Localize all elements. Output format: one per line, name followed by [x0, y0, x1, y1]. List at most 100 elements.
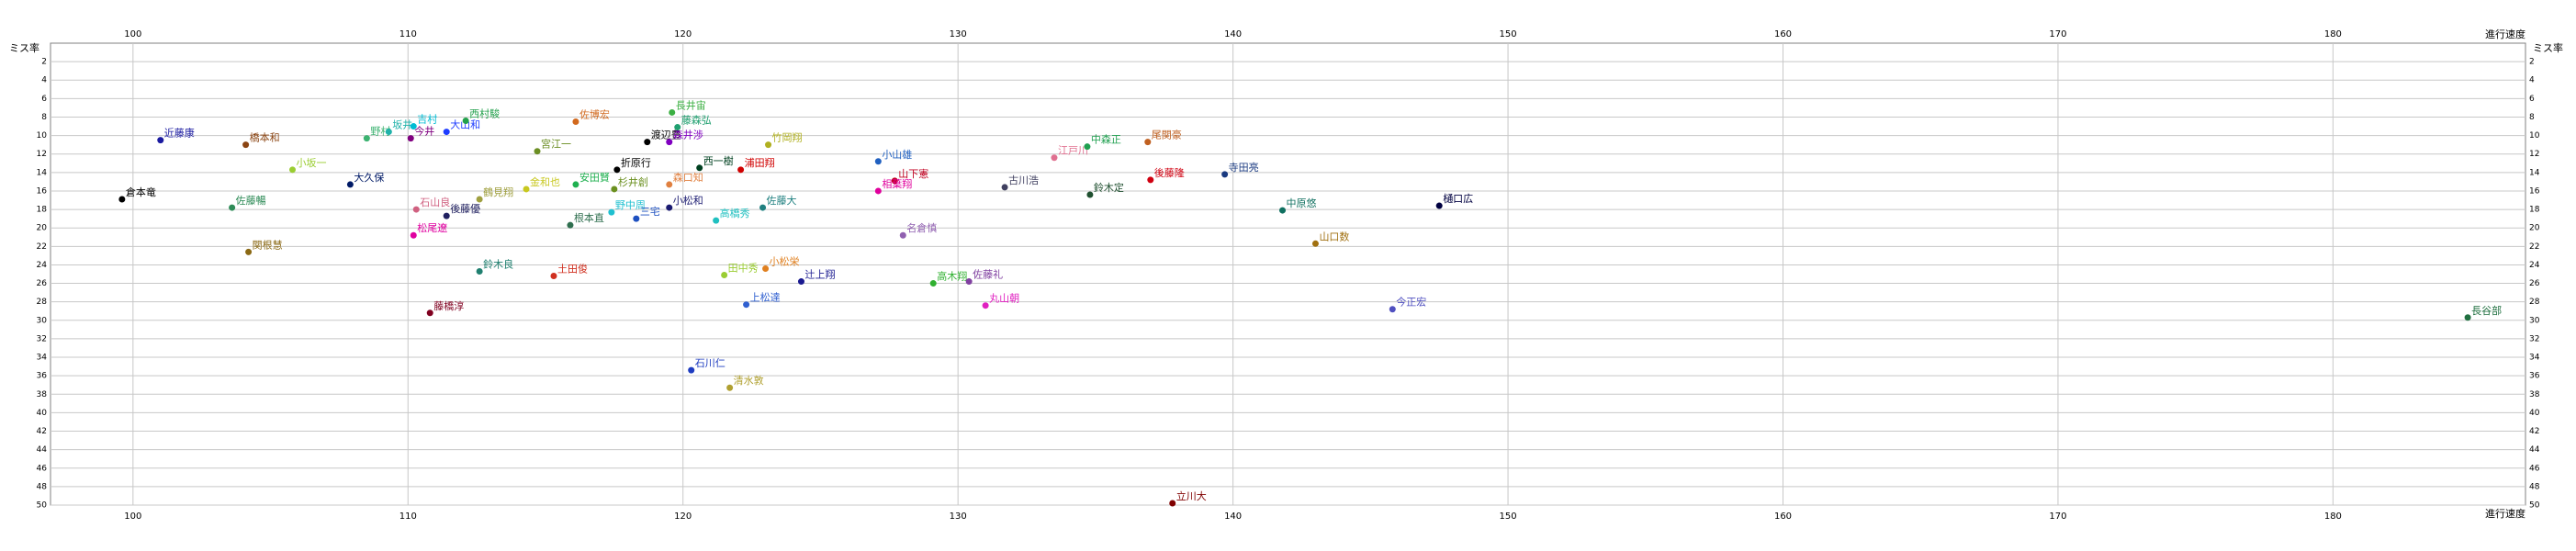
point-label: 清水敦: [734, 374, 764, 387]
point: [696, 164, 703, 172]
point: [762, 264, 770, 272]
y-tick-label: 28: [37, 298, 48, 307]
point-label: 古川浩: [1008, 174, 1039, 186]
point-label: 西一樹: [703, 155, 734, 167]
point-label: 坂井: [392, 118, 412, 131]
y-tick-label: 48: [37, 482, 48, 491]
point: [534, 148, 541, 155]
point-label: 吉村: [417, 113, 437, 126]
point-label: 後藤優: [450, 202, 480, 215]
point-label: 関根慧: [253, 238, 283, 251]
point-label: 野中周: [615, 199, 646, 211]
point: [443, 212, 450, 219]
y-tick-label: 24: [2529, 261, 2540, 270]
x-tick-label: 180: [2324, 512, 2342, 522]
y-tick-label: 50: [2529, 501, 2540, 511]
point-label: 金和也: [530, 175, 560, 188]
x-tick-label: 150: [1500, 512, 1517, 522]
y-axis-label-right: ミス率: [2533, 41, 2563, 54]
y-tick-label: 34: [2529, 354, 2540, 363]
point-label: 田中秀: [728, 263, 759, 275]
point: [1221, 171, 1229, 178]
point: [874, 187, 882, 195]
point-label: 江戸川: [1058, 145, 1088, 157]
point: [726, 384, 734, 391]
point-label: 寺田亮: [1229, 161, 1259, 174]
y-tick-label: 26: [37, 279, 48, 288]
point: [550, 273, 557, 280]
x-tick-label: 170: [2049, 512, 2066, 522]
point: [443, 129, 450, 136]
point-label: 佐藤暢: [236, 194, 266, 207]
point-label: 高木翔: [937, 270, 967, 283]
point-label: 宮江一: [541, 138, 571, 151]
point: [346, 181, 354, 188]
y-tick-label: 40: [37, 409, 48, 418]
y-tick-label: 40: [2529, 409, 2540, 418]
y-tick-label: 6: [2529, 95, 2535, 104]
point: [713, 217, 720, 224]
y-tick-label: 32: [37, 334, 47, 343]
x-tick-label: 100: [124, 512, 141, 522]
y-tick-label: 8: [2529, 113, 2535, 122]
point: [891, 177, 898, 185]
y-tick-label: 20: [37, 224, 48, 233]
point-label: 中原悠: [1287, 197, 1317, 209]
point: [1086, 191, 1094, 198]
point: [412, 206, 420, 213]
y-tick-label: 14: [2529, 168, 2540, 177]
x-tick-label: 160: [1774, 512, 1792, 522]
y-tick-label: 24: [37, 261, 48, 270]
point-label: 鈴木良: [483, 257, 513, 270]
point-label: 松尾遼: [417, 221, 447, 234]
point-label: 森口知: [673, 171, 703, 184]
y-tick-label: 46: [37, 464, 48, 473]
point-label: 長井宙: [676, 98, 706, 111]
y-tick-label: 36: [37, 372, 48, 381]
point: [410, 231, 417, 239]
point-label: 竹岡翔: [772, 131, 803, 144]
point: [1147, 176, 1154, 184]
point: [1084, 143, 1091, 151]
point: [426, 309, 433, 317]
point-label: 近藤康: [164, 127, 195, 140]
point: [462, 118, 469, 125]
point-label: 土田俊: [557, 263, 588, 276]
y-tick-label: 10: [2529, 131, 2540, 141]
point: [572, 118, 579, 126]
y-tick-label: 22: [2529, 242, 2539, 252]
y-tick-label: 16: [37, 186, 48, 196]
point: [385, 129, 392, 136]
point: [572, 181, 579, 188]
point-label: 大久保: [354, 171, 384, 184]
y-tick-label: 36: [2529, 372, 2540, 381]
y-tick-label: 12: [2529, 150, 2539, 159]
point-label: 石川仁: [695, 357, 726, 369]
y-tick-label: 22: [37, 242, 47, 252]
point-label: 倉本竜: [126, 186, 156, 198]
point-label: 藤森弘: [681, 114, 712, 127]
x-tick-label: 180: [2324, 29, 2342, 39]
x-tick-label: 110: [399, 512, 417, 522]
y-tick-label: 38: [37, 390, 48, 399]
point-label: 折原行: [621, 156, 651, 169]
y-tick-label: 18: [37, 206, 48, 215]
point: [229, 204, 236, 211]
point: [567, 221, 574, 229]
point: [797, 278, 804, 286]
point-label: 樋口広: [1443, 192, 1473, 205]
x-tick-label: 140: [1224, 512, 1242, 522]
x-tick-label: 160: [1774, 29, 1792, 39]
point-label: 西村駿: [469, 107, 500, 120]
point-label: 小山雄: [882, 148, 912, 161]
point-label: 立川大: [1176, 489, 1207, 502]
point: [982, 302, 989, 309]
point: [666, 204, 673, 211]
point-label: 山口数: [1319, 231, 1349, 242]
point-label: 中森正: [1091, 133, 1121, 146]
point-label: 渡辺豊: [651, 129, 681, 141]
y-tick-label: 30: [2529, 316, 2540, 325]
x-tick-label: 140: [1224, 29, 1242, 39]
y-tick-label: 32: [2529, 334, 2539, 343]
